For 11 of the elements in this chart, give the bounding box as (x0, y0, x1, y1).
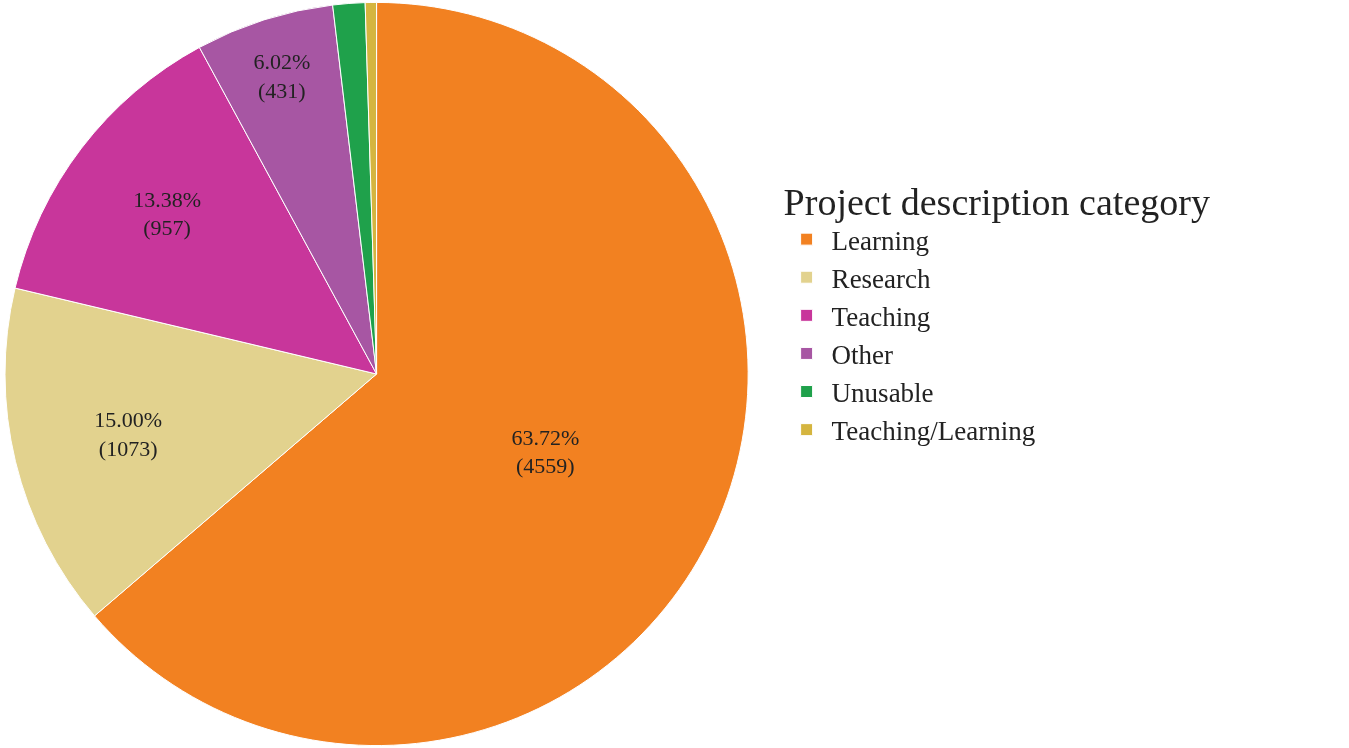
legend-label: Teaching/Learning (831, 416, 1036, 447)
legend-label: Other (831, 339, 894, 370)
legend-label: Teaching (831, 301, 931, 332)
data-label: 63.72% (4559) (511, 424, 580, 479)
data-label: 13.38% (957) (133, 186, 201, 241)
data-label: 15.00% (1073) (94, 407, 163, 461)
legend-label: Unusable (831, 378, 934, 409)
data-label: 6.02% (431) (253, 49, 311, 103)
legend-title: Project description category (783, 181, 1210, 224)
legend-label: Learning (831, 225, 930, 256)
legend-label: Research (831, 263, 932, 294)
